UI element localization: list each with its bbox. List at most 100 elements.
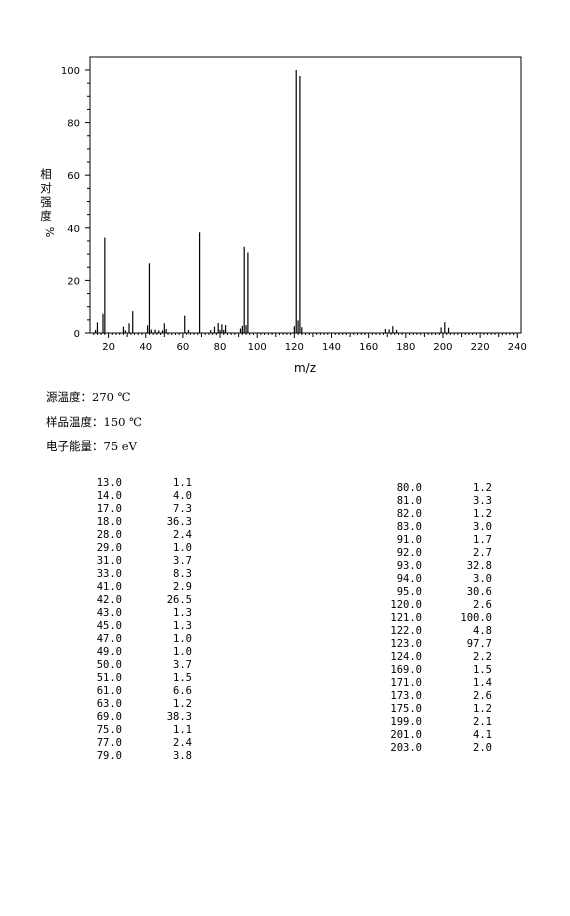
y-label-char: 对 bbox=[40, 181, 52, 195]
table-row: 169.0 1.5 bbox=[384, 664, 492, 677]
table-row: 173.0 2.6 bbox=[384, 690, 492, 703]
mz-cell: 95.0 bbox=[396, 586, 422, 598]
intensity-cell: 1.4 bbox=[473, 677, 492, 689]
plot-frame bbox=[89, 56, 522, 334]
mz-cell: 28.0 bbox=[96, 529, 122, 541]
intensity-cell: 32.8 bbox=[466, 560, 492, 572]
intensity-cell: 7.3 bbox=[173, 503, 192, 515]
table-row: 75.0 1.1 bbox=[84, 724, 192, 737]
mz-cell: 77.0 bbox=[96, 737, 122, 749]
x-tick-label: 180 bbox=[396, 342, 415, 353]
table-row: 95.0 30.6 bbox=[384, 586, 492, 599]
mz-cell: 171.0 bbox=[390, 677, 422, 689]
mz-cell: 63.0 bbox=[96, 698, 122, 710]
y-tick-label: 0 bbox=[74, 329, 80, 340]
peak-table-left: 13.0 1.1 14.0 4.0 17.0 7.3 18.0 36.3 28.0 2.4 29.0… bbox=[84, 477, 192, 763]
mz-cell: 80.0 bbox=[396, 482, 422, 494]
table-row: 175.0 1.2 bbox=[384, 703, 492, 716]
table-row: 61.0 6.6 bbox=[84, 685, 192, 698]
mz-cell: 61.0 bbox=[96, 685, 122, 697]
table-row: 31.0 3.7 bbox=[84, 555, 192, 568]
mz-cell: 41.0 bbox=[96, 581, 122, 593]
intensity-cell: 4.0 bbox=[173, 490, 192, 502]
y-axis: 0 20 40 60 80 100 bbox=[61, 66, 90, 340]
intensity-cell: 1.5 bbox=[473, 664, 492, 676]
mz-cell: 69.0 bbox=[96, 711, 122, 723]
intensity-cell: 8.3 bbox=[173, 568, 192, 580]
x-axis: 20 40 60 80 100 120 140 160 180 200 220 240 bbox=[93, 333, 527, 353]
mz-cell: 123.0 bbox=[390, 638, 422, 650]
table-row: 18.0 36.3 bbox=[84, 516, 192, 529]
table-row: 203.0 2.0 bbox=[384, 742, 492, 755]
intensity-cell: 4.8 bbox=[473, 625, 492, 637]
condition-label: 样品温度： bbox=[46, 415, 104, 429]
y-label-char: 相 bbox=[40, 167, 52, 181]
x-tick-label: 240 bbox=[508, 342, 527, 353]
condition-row: 样品温度：150 ℃ bbox=[46, 414, 142, 430]
intensity-cell: 1.2 bbox=[473, 482, 492, 494]
table-row: 13.0 1.1 bbox=[84, 477, 192, 490]
mz-cell: 91.0 bbox=[396, 534, 422, 546]
mz-cell: 199.0 bbox=[390, 716, 422, 728]
mz-cell: 31.0 bbox=[96, 555, 122, 567]
intensity-cell: 97.7 bbox=[466, 638, 492, 650]
mz-cell: 49.0 bbox=[96, 646, 122, 658]
mz-cell: 14.0 bbox=[96, 490, 122, 502]
mz-cell: 51.0 bbox=[96, 672, 122, 684]
mz-cell: 124.0 bbox=[390, 651, 422, 663]
table-row: 201.0 4.1 bbox=[384, 729, 492, 742]
mz-cell: 18.0 bbox=[96, 516, 122, 528]
mz-cell: 42.0 bbox=[96, 594, 122, 606]
table-row: 50.0 3.7 bbox=[84, 659, 192, 672]
mz-cell: 93.0 bbox=[396, 560, 422, 572]
condition-label: 电子能量： bbox=[46, 439, 104, 453]
intensity-cell: 38.3 bbox=[166, 711, 192, 723]
x-tick-label: 220 bbox=[471, 342, 490, 353]
mz-cell: 92.0 bbox=[396, 547, 422, 559]
intensity-cell: 2.4 bbox=[173, 737, 192, 749]
x-tick-label: 160 bbox=[359, 342, 378, 353]
intensity-cell: 2.4 bbox=[173, 529, 192, 541]
intensity-cell: 1.7 bbox=[473, 534, 492, 546]
table-row: 51.0 1.5 bbox=[84, 672, 192, 685]
table-row: 124.0 2.2 bbox=[384, 651, 492, 664]
table-row: 77.0 2.4 bbox=[84, 737, 192, 750]
intensity-cell: 2.6 bbox=[473, 690, 492, 702]
table-row: 63.0 1.2 bbox=[84, 698, 192, 711]
y-tick-label: 100 bbox=[61, 66, 80, 77]
intensity-cell: 26.5 bbox=[166, 594, 192, 606]
table-row: 80.0 1.2 bbox=[384, 482, 492, 495]
table-row: 29.0 1.0 bbox=[84, 542, 192, 555]
table-row: 79.0 3.8 bbox=[84, 750, 192, 763]
x-axis-label: m/z bbox=[294, 361, 316, 375]
mz-cell: 50.0 bbox=[96, 659, 122, 671]
mz-cell: 79.0 bbox=[96, 750, 122, 762]
table-row: 121.0 100.0 bbox=[384, 612, 492, 625]
intensity-cell: 1.1 bbox=[173, 477, 192, 489]
mz-cell: 17.0 bbox=[96, 503, 122, 515]
intensity-cell: 3.7 bbox=[173, 555, 192, 567]
mz-cell: 29.0 bbox=[96, 542, 122, 554]
table-row: 93.0 32.8 bbox=[384, 560, 492, 573]
table-row: 123.0 97.7 bbox=[384, 638, 492, 651]
condition-value: 150 ℃ bbox=[103, 415, 142, 429]
table-row: 91.0 1.7 bbox=[384, 534, 492, 547]
mz-cell: 82.0 bbox=[396, 508, 422, 520]
x-tick-label: 100 bbox=[248, 342, 267, 353]
table-row: 92.0 2.7 bbox=[384, 547, 492, 560]
table-row: 120.0 2.6 bbox=[384, 599, 492, 612]
table-row: 94.0 3.0 bbox=[384, 573, 492, 586]
mz-cell: 43.0 bbox=[96, 607, 122, 619]
x-tick-label: 120 bbox=[285, 342, 304, 353]
table-row: 45.0 1.3 bbox=[84, 620, 192, 633]
intensity-cell: 1.0 bbox=[173, 633, 192, 645]
table-row: 43.0 1.3 bbox=[84, 607, 192, 620]
mz-cell: 45.0 bbox=[96, 620, 122, 632]
intensity-cell: 2.7 bbox=[473, 547, 492, 559]
table-row: 17.0 7.3 bbox=[84, 503, 192, 516]
condition-value: 75 eV bbox=[103, 439, 137, 453]
mz-cell: 175.0 bbox=[390, 703, 422, 715]
table-row: 83.0 3.0 bbox=[384, 521, 492, 534]
y-tick-label: 60 bbox=[67, 171, 80, 182]
intensity-cell: 1.1 bbox=[173, 724, 192, 736]
